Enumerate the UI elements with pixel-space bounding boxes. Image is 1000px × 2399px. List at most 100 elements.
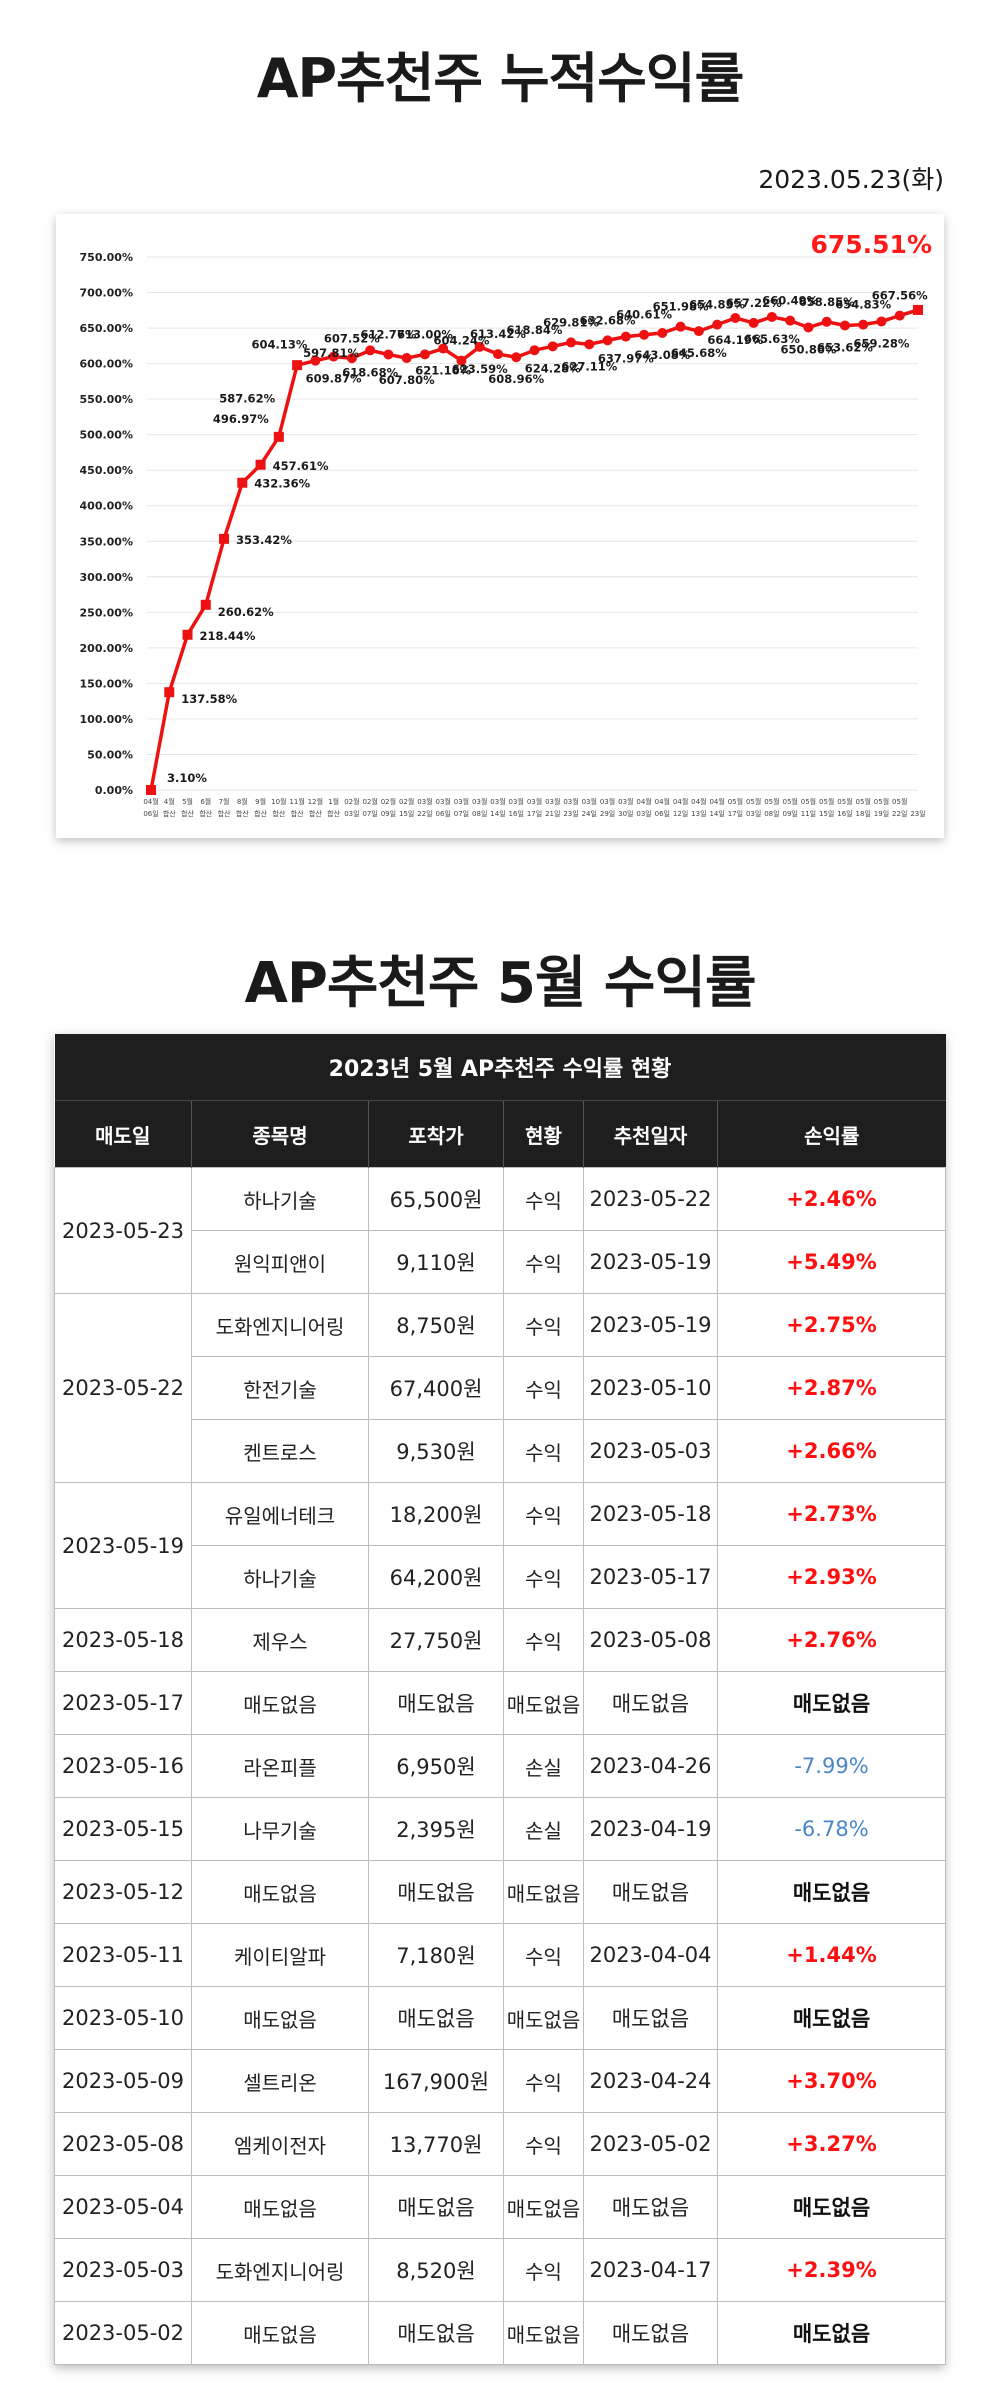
entry-price-cell: 8,520원 xyxy=(368,2238,504,2302)
x-tick-label: 합산 xyxy=(199,809,212,818)
recommend-date-cell: 매도없음 xyxy=(583,1986,718,2050)
x-tick-label: 05월 xyxy=(819,797,834,806)
data-label: 653.62% xyxy=(817,340,873,354)
x-tick-label: 05월 xyxy=(746,797,761,806)
table-row: 2023-05-19 유일에너테크 18,200원 수익 2023-05-18 +2.73… xyxy=(54,1482,947,1609)
x-tick-label: 합산 xyxy=(327,809,340,818)
x-tick-label: 05월 xyxy=(856,797,871,806)
data-point xyxy=(419,349,430,360)
x-tick-label: 23일 xyxy=(563,809,578,818)
y-tick-label: 650.00% xyxy=(80,322,133,335)
entry-price-cell: 매도없음 xyxy=(368,1860,504,1924)
sell-date-cell: 2023-05-17 xyxy=(54,1671,192,1735)
x-tick-label: 04월 xyxy=(709,797,724,806)
x-tick-label: 17일 xyxy=(527,809,542,818)
x-tick-label: 합산 xyxy=(163,809,176,818)
data-label: 432.36% xyxy=(254,477,310,491)
x-tick-label: 12일 xyxy=(673,809,688,818)
data-label: 607.52% xyxy=(324,331,380,345)
y-tick-label: 500.00% xyxy=(80,429,133,442)
recommend-date-cell: 2023-05-03 xyxy=(583,1419,718,1483)
sell-date-cell: 2023-05-18 xyxy=(54,1608,192,1672)
x-tick-label: 합산 xyxy=(272,809,285,818)
sell-date-cell: 2023-05-12 xyxy=(54,1860,192,1924)
x-tick-label: 6월 xyxy=(200,797,211,806)
x-tick-label: 07일 xyxy=(362,809,377,818)
y-tick-label: 100.00% xyxy=(80,713,133,726)
sell-date-cell: 2023-05-03 xyxy=(54,2238,192,2302)
data-label: 654.83% xyxy=(835,298,891,312)
data-label: 654.83% xyxy=(689,298,745,312)
data-point xyxy=(383,349,394,360)
x-tick-label: 07일 xyxy=(454,809,469,818)
table-header-row: 매도일 종목명 포착가 현황 추천일자 손익률 xyxy=(54,1100,946,1168)
sell-date-cell: 2023-05-09 xyxy=(54,2049,192,2113)
x-tick-label: 16일 xyxy=(837,809,852,818)
data-point xyxy=(803,322,814,333)
status-cell: 매도없음 xyxy=(503,1860,584,1924)
pnl-cell: +2.66% xyxy=(716,1419,947,1483)
column-header: 추천일자 xyxy=(583,1100,718,1168)
recommend-date-cell: 매도없음 xyxy=(583,1671,718,1735)
table-row: 2023-05-22 도화엔지니어링 8,750원 수익 2023-05-19 +2.75… xyxy=(54,1293,947,1483)
data-label: 667.56% xyxy=(872,289,928,303)
data-point xyxy=(237,477,248,488)
data-point xyxy=(328,351,339,362)
x-tick-label: 16일 xyxy=(509,809,524,818)
data-label: 612.77% xyxy=(360,328,416,342)
x-tick-label: 13일 xyxy=(691,809,706,818)
data-label: 609.87% xyxy=(306,372,362,386)
data-label: 637.97% xyxy=(598,352,654,366)
x-tick-label: 02월 xyxy=(362,797,377,806)
stock-name-cell: 케이티알파 xyxy=(191,1923,369,1987)
data-point xyxy=(456,355,467,366)
sell-date-cell: 2023-05-19 xyxy=(54,1482,192,1609)
data-point xyxy=(310,355,321,366)
x-tick-label: 11일 xyxy=(801,809,816,818)
x-tick-label: 02월 xyxy=(399,797,414,806)
data-point xyxy=(657,327,668,338)
data-label: 587.62% xyxy=(219,391,275,405)
data-label: 496.97% xyxy=(213,412,269,426)
pnl-cell: +5.49% xyxy=(716,1230,947,1294)
page-title: AP추천주 누적수익률 xyxy=(256,47,745,110)
x-tick-label: 합산 xyxy=(254,809,267,818)
table-row: 2023-05-23 하나기술 65,500원 수익 2023-05-22 +2.46% xyxy=(54,1167,947,1294)
entry-price-cell: 2,395원 xyxy=(368,1797,504,1861)
entry-price-cell: 9,530원 xyxy=(368,1419,504,1483)
entry-price-cell: 7,180원 xyxy=(368,1923,504,1987)
x-tick-label: 14일 xyxy=(490,809,505,818)
status-cell: 수익 xyxy=(503,1356,584,1420)
stock-name-cell: 매도없음 xyxy=(191,2175,369,2239)
data-point xyxy=(255,459,266,470)
recommend-date-cell: 2023-04-19 xyxy=(583,1797,718,1861)
y-tick-label: 150.00% xyxy=(80,677,133,690)
data-label: 457.61% xyxy=(273,459,329,473)
data-label: 613.42% xyxy=(470,327,526,341)
status-cell: 수익 xyxy=(503,2049,584,2113)
pnl-cell: +1.44% xyxy=(716,1923,947,1987)
x-tick-label: 08일 xyxy=(472,809,487,818)
x-tick-label: 05월 xyxy=(728,797,743,806)
x-tick-label: 05월 xyxy=(874,797,889,806)
entry-price-cell: 매도없음 xyxy=(368,2175,504,2239)
stock-name-cell: 매도없음 xyxy=(191,1986,369,2050)
x-tick-label: 7월 xyxy=(219,797,230,806)
x-tick-label: 23일 xyxy=(910,809,925,818)
column-header: 매도일 xyxy=(54,1100,192,1168)
entry-price-cell: 8,750원 xyxy=(368,1293,504,1357)
x-tick-label: 합산 xyxy=(236,809,249,818)
data-point xyxy=(273,431,284,442)
data-point xyxy=(511,352,522,363)
status-cell: 손실 xyxy=(503,1797,584,1861)
status-cell: 손실 xyxy=(503,1734,584,1798)
entry-price-cell: 65,500원 xyxy=(368,1167,504,1231)
recommend-date-cell: 2023-05-17 xyxy=(583,1545,718,1609)
x-tick-label: 05월 xyxy=(892,797,907,806)
x-tick-label: 합산 xyxy=(309,809,322,818)
status-cell: 수익 xyxy=(503,1608,584,1672)
data-point xyxy=(219,533,230,544)
x-tick-label: 04월 xyxy=(143,797,158,806)
data-point xyxy=(547,341,558,352)
x-tick-label: 4월 xyxy=(164,797,175,806)
